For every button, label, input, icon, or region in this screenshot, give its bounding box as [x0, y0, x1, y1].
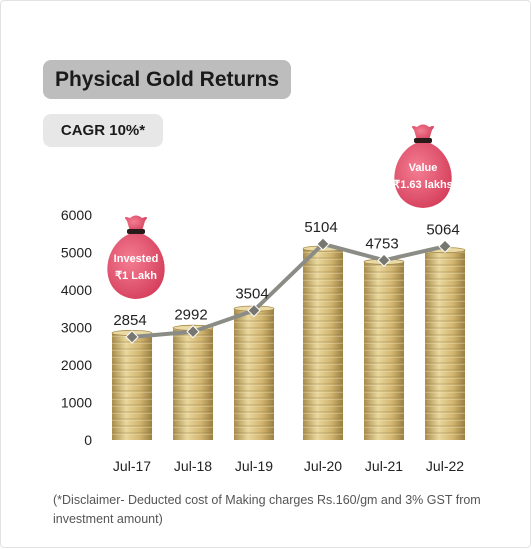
bag-label-line2: ₹1 Lakh: [115, 270, 157, 282]
line-point-Jul-22: [438, 239, 452, 254]
cagr-badge: CAGR 10%*: [43, 114, 163, 147]
bar-Jul-20: [302, 245, 344, 440]
y-tick-label: 5000: [61, 245, 92, 261]
bag-label-line2: ₹1.63 lakhs: [393, 179, 453, 191]
x-tick-label: Jul-22: [426, 458, 464, 474]
y-tick-label: 4000: [61, 282, 92, 298]
data-label-Jul-22: 5064: [426, 221, 459, 238]
chart-title: Physical Gold Returns: [43, 60, 291, 99]
bar-Jul-17: [111, 329, 153, 440]
y-tick-label: 1000: [61, 395, 92, 411]
y-tick-label: 3000: [61, 320, 92, 336]
bag-label-line1: Value: [409, 162, 438, 174]
bar-Jul-21: [363, 258, 405, 440]
bar-Jul-18: [172, 324, 214, 440]
x-tick-label: Jul-17: [113, 458, 151, 474]
x-tick-label: Jul-20: [304, 458, 342, 474]
line-point-Jul-21: [377, 253, 391, 267]
bag-label-line1: Invested: [114, 253, 159, 265]
disclaimer-text: (*Disclaimer- Deducted cost of Making ch…: [53, 493, 481, 526]
bar-Jul-22: [424, 247, 466, 440]
trend-line: [131, 241, 446, 339]
data-label-Jul-20: 5104: [304, 219, 337, 236]
line-point-Jul-20: [316, 237, 330, 251]
line-point-Jul-19: [247, 303, 261, 318]
x-tick-label: Jul-19: [235, 458, 273, 474]
money-bag-icon: Value ₹1.63 lakhs: [393, 124, 453, 208]
x-tick-label: Jul-18: [174, 458, 212, 474]
line-point-Jul-18: [186, 324, 200, 339]
x-tick-label: Jul-21: [365, 458, 403, 474]
bar-Jul-19: [233, 305, 275, 440]
y-tick-label: 6000: [61, 207, 92, 223]
data-label-Jul-21: 4753: [365, 235, 398, 252]
data-label-Jul-17: 2854: [113, 312, 146, 329]
y-tick-label: 0: [84, 432, 92, 448]
data-label-Jul-18: 2992: [174, 307, 207, 324]
y-tick-label: 2000: [61, 357, 92, 373]
money-bag-icon: Invested ₹1 Lakh: [107, 215, 165, 299]
line-point-Jul-17: [125, 330, 139, 344]
data-label-Jul-19: 3504: [235, 285, 268, 302]
